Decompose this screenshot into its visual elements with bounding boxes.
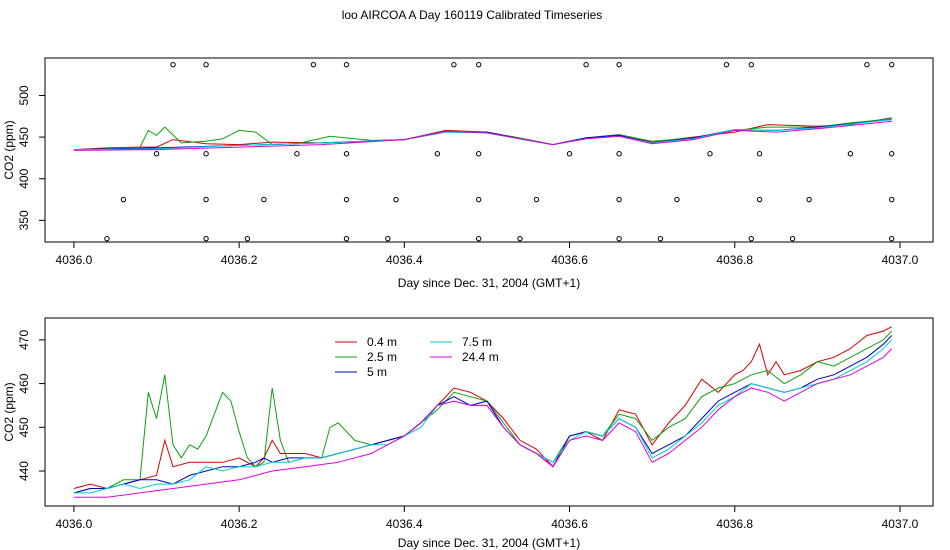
series-line-7-5-m	[73, 119, 892, 151]
legend: 0.4 m2.5 m5 m 7.5 m24.4 m	[335, 335, 499, 379]
top-panel: CO2 (ppm) Day since Dec. 31, 2004 (GMT+1…	[2, 57, 934, 290]
flag-point	[616, 151, 622, 157]
x-tick-label: 4036.6	[551, 253, 588, 267]
flag-point	[707, 151, 713, 157]
flag-point	[104, 235, 110, 242]
y-tick-label: 470	[17, 330, 31, 350]
flag-point	[864, 61, 870, 68]
flag-point	[583, 61, 589, 68]
flag-point	[343, 61, 350, 68]
flag-point	[203, 61, 209, 68]
flag-point	[170, 61, 176, 68]
flag-point	[616, 196, 622, 203]
legend-label: 24.4 m	[462, 350, 499, 364]
flag-point	[748, 61, 754, 68]
chart-title: loo AIRCOA A Day 160119 Calibrated Times…	[342, 8, 603, 22]
series-line-0-4-m	[73, 117, 892, 151]
flag-point	[203, 235, 209, 242]
flag-point	[244, 235, 251, 242]
flag-point	[153, 151, 160, 157]
flag-point	[806, 196, 812, 203]
top-x-axis-label: Day since Dec. 31, 2004 (GMT+1)	[398, 276, 580, 290]
top-plot-frame	[44, 57, 934, 243]
y-tick-label: 460	[17, 373, 31, 393]
x-tick-label: 4036.8	[716, 517, 753, 531]
flag-point	[343, 235, 350, 242]
flag-point	[888, 151, 895, 157]
y-tick-label: 350	[17, 210, 31, 230]
flag-point	[566, 151, 573, 157]
flag-point	[343, 151, 350, 157]
x-tick-label: 4036.4	[386, 253, 423, 267]
x-tick-label: 4036.2	[221, 253, 258, 267]
series-line-2-5-m	[73, 118, 892, 151]
flag-point	[120, 196, 127, 203]
flag-point	[343, 196, 350, 203]
flag-point	[748, 235, 754, 242]
flag-point	[847, 151, 854, 157]
flag-point	[385, 235, 391, 242]
x-tick-label: 4036.0	[56, 517, 93, 531]
flag-point	[533, 196, 540, 203]
flag-point	[517, 235, 523, 242]
bottom-y-axis-label: CO2 (ppm)	[2, 382, 16, 441]
y-tick-label: 440	[17, 461, 31, 481]
flag-point	[393, 196, 399, 203]
flag-point	[475, 235, 482, 242]
y-tick-label: 400	[17, 168, 31, 188]
flag-point	[261, 196, 267, 203]
flag-point	[657, 235, 664, 242]
legend-label: 2.5 m	[367, 350, 397, 364]
legend-label: 7.5 m	[462, 335, 492, 349]
flag-point	[756, 151, 763, 157]
flag-point	[451, 61, 457, 68]
series-line-24-4-m	[73, 120, 892, 151]
flag-point	[475, 151, 482, 157]
x-tick-label: 4036.2	[221, 517, 258, 531]
flag-point	[888, 235, 895, 242]
flag-point	[294, 151, 300, 157]
flag-point	[756, 196, 763, 203]
x-tick-label: 4036.8	[716, 253, 753, 267]
flag-point	[723, 61, 730, 68]
y-tick-label: 500	[17, 85, 31, 105]
bottom-plot-frame	[44, 317, 934, 507]
flag-point	[674, 196, 680, 203]
flag-point	[475, 196, 482, 203]
x-tick-label: 4037.0	[882, 517, 919, 531]
x-tick-label: 4037.0	[882, 253, 919, 267]
flag-point	[888, 61, 895, 68]
flag-point	[475, 61, 482, 68]
y-tick-label: 450	[17, 127, 31, 147]
legend-label: 5 m	[367, 365, 387, 379]
bottom-panel: CO2 (ppm) Day since Dec. 31, 2004 (GMT+1…	[2, 317, 934, 550]
flag-point	[789, 235, 796, 242]
series-line-24-4-m	[73, 348, 893, 498]
flag-point	[434, 151, 441, 157]
x-tick-label: 4036.6	[551, 517, 588, 531]
x-tick-label: 4036.4	[386, 517, 423, 531]
bottom-x-axis-label: Day since Dec. 31, 2004 (GMT+1)	[398, 536, 580, 550]
flag-point	[616, 61, 622, 68]
series-line-5-m	[73, 119, 892, 151]
flag-point	[203, 196, 209, 203]
flag-point	[888, 196, 895, 203]
flag-point	[616, 235, 622, 242]
top-y-axis-label: CO2 (ppm)	[2, 120, 16, 179]
x-tick-label: 4036.0	[56, 253, 93, 267]
y-tick-label: 450	[17, 417, 31, 437]
legend-label: 0.4 m	[367, 335, 397, 349]
flag-point	[203, 151, 209, 157]
flag-point	[310, 61, 317, 68]
